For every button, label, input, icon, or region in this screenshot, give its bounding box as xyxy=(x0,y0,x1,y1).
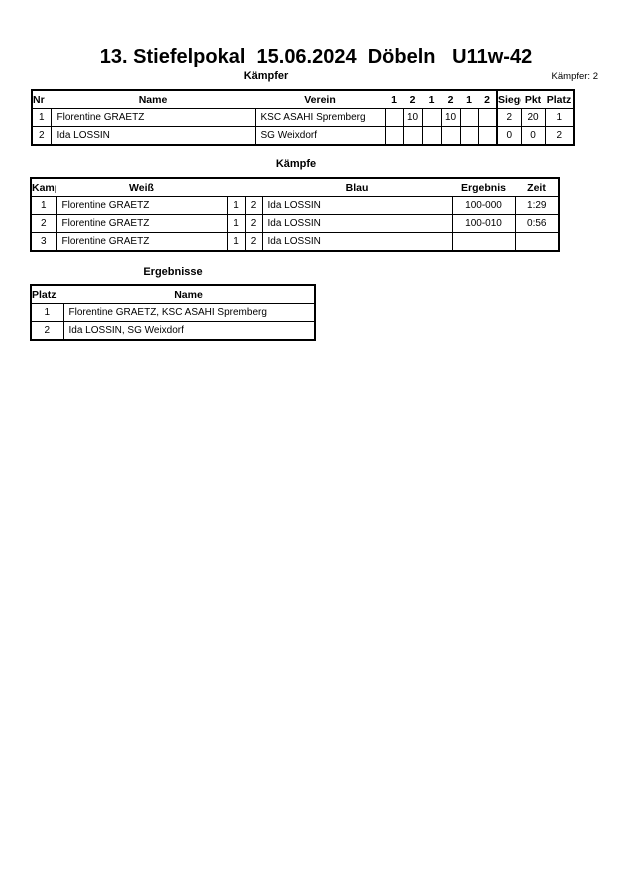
place-cell: 1 xyxy=(544,108,575,127)
results-heading: Ergebnisse xyxy=(143,266,203,278)
name-cell: Ida LOSSIN xyxy=(50,126,256,146)
club-cell: KSC ASAHI Spremberg xyxy=(254,108,386,127)
white-fighter: Florentine GRAETZ xyxy=(55,214,228,233)
time-cell: 0:56 xyxy=(514,214,560,233)
col-blue-score xyxy=(245,178,262,197)
col-nr: Nr xyxy=(32,90,51,109)
points-cell: 0 xyxy=(520,126,546,146)
white-nr: 1 xyxy=(226,196,246,215)
col-blue: Blau xyxy=(262,178,452,197)
fight-number: 1 xyxy=(30,196,57,215)
table-row: 3 Florentine GRAETZ 1 2 Ida LOSSIN xyxy=(30,232,560,252)
wins-cell: 2 xyxy=(496,108,522,127)
col-name: Name xyxy=(51,90,255,109)
white-nr: 1 xyxy=(226,214,246,233)
table-row: 1 Florentine GRAETZ 1 2 Ida LOSSIN 100-0… xyxy=(30,196,560,215)
nr-cell: 1 xyxy=(31,108,52,127)
col-wins: Siege xyxy=(496,90,521,109)
col-fight: Kampf xyxy=(31,178,56,197)
score-cell xyxy=(384,108,404,127)
table-row: 1 Florentine GRAETZ, KSC ASAHI Spremberg xyxy=(30,303,316,322)
wins-cell: 0 xyxy=(496,126,522,146)
fight-number: 3 xyxy=(30,232,57,252)
fighter-count: Kämpfer: 2 xyxy=(551,71,598,82)
white-nr: 1 xyxy=(226,232,246,252)
score-cell xyxy=(384,126,404,146)
fight-number: 2 xyxy=(30,214,57,233)
points-cell: 20 xyxy=(520,108,546,127)
blue-fighter: Ida LOSSIN xyxy=(261,232,453,252)
col-points: Pkt xyxy=(521,90,545,109)
score-cell: 10 xyxy=(440,108,461,127)
fighters-heading: Kämpfer xyxy=(243,70,289,82)
col-score: 1 xyxy=(460,90,478,109)
result-cell: 100-000 xyxy=(451,196,516,215)
blue-nr: 2 xyxy=(244,214,263,233)
nr-cell: 2 xyxy=(31,126,52,146)
col-white-score xyxy=(227,178,245,197)
place-cell: 2 xyxy=(544,126,575,146)
table-header: Kampf Weiß Blau Ergebnis Zeit xyxy=(31,178,559,197)
col-name: Name xyxy=(63,285,315,304)
blue-nr: 2 xyxy=(244,196,263,215)
white-fighter: Florentine GRAETZ xyxy=(55,232,228,252)
place-cell: 1 xyxy=(30,303,64,322)
table-row: 2 Florentine GRAETZ 1 2 Ida LOSSIN 100-0… xyxy=(30,214,560,233)
col-score: 1 xyxy=(385,90,403,109)
fights-heading: Kämpfe xyxy=(275,158,317,170)
col-score: 1 xyxy=(422,90,441,109)
time-cell: 1:29 xyxy=(514,196,560,215)
score-cell xyxy=(459,108,479,127)
result-cell: 100-010 xyxy=(451,214,516,233)
col-white: Weiß xyxy=(56,178,227,197)
name-cell: Ida LOSSIN, SG Weixdorf xyxy=(62,321,316,341)
score-cell xyxy=(477,108,498,127)
score-cell xyxy=(402,126,423,146)
score-cell xyxy=(477,126,498,146)
page-title: 13. Stiefelpokal 15.06.2024 Döbeln U11w-… xyxy=(99,46,533,68)
blue-fighter: Ida LOSSIN xyxy=(261,214,453,233)
score-cell xyxy=(421,108,442,127)
time-cell xyxy=(514,232,560,252)
white-fighter: Florentine GRAETZ xyxy=(55,196,228,215)
table-header: Platz Name xyxy=(31,285,315,304)
blue-fighter: Ida LOSSIN xyxy=(261,196,453,215)
score-cell xyxy=(459,126,479,146)
col-time: Zeit xyxy=(515,178,559,197)
score-cell: 10 xyxy=(402,108,423,127)
col-club: Verein xyxy=(255,90,385,109)
table-row: 1 Florentine GRAETZ KSC ASAHI Spremberg … xyxy=(31,108,575,127)
col-result: Ergebnis xyxy=(452,178,515,197)
place-cell: 2 xyxy=(30,321,64,341)
col-score: 2 xyxy=(478,90,497,109)
table-row: 2 Ida LOSSIN SG Weixdorf 0 0 2 xyxy=(31,126,575,146)
name-cell: Florentine GRAETZ, KSC ASAHI Spremberg xyxy=(62,303,316,322)
club-cell: SG Weixdorf xyxy=(254,126,386,146)
results-table: Platz Name 1 Florentine GRAETZ, KSC ASAH… xyxy=(30,284,316,341)
score-cell xyxy=(421,126,442,146)
table-header: Nr Name Verein 1 2 1 2 1 2 Siege Pkt Pla… xyxy=(32,90,574,109)
score-cell xyxy=(440,126,461,146)
blue-nr: 2 xyxy=(244,232,263,252)
result-cell xyxy=(451,232,516,252)
name-cell: Florentine GRAETZ xyxy=(50,108,256,127)
table-row: 2 Ida LOSSIN, SG Weixdorf xyxy=(30,321,316,341)
col-score: 2 xyxy=(403,90,422,109)
col-place: Platz xyxy=(31,285,63,304)
fighters-table: Nr Name Verein 1 2 1 2 1 2 Siege Pkt Pla… xyxy=(31,89,575,146)
fights-table: Kampf Weiß Blau Ergebnis Zeit 1 Florenti… xyxy=(30,177,560,252)
col-place: Platz xyxy=(545,90,574,109)
col-score: 2 xyxy=(441,90,460,109)
